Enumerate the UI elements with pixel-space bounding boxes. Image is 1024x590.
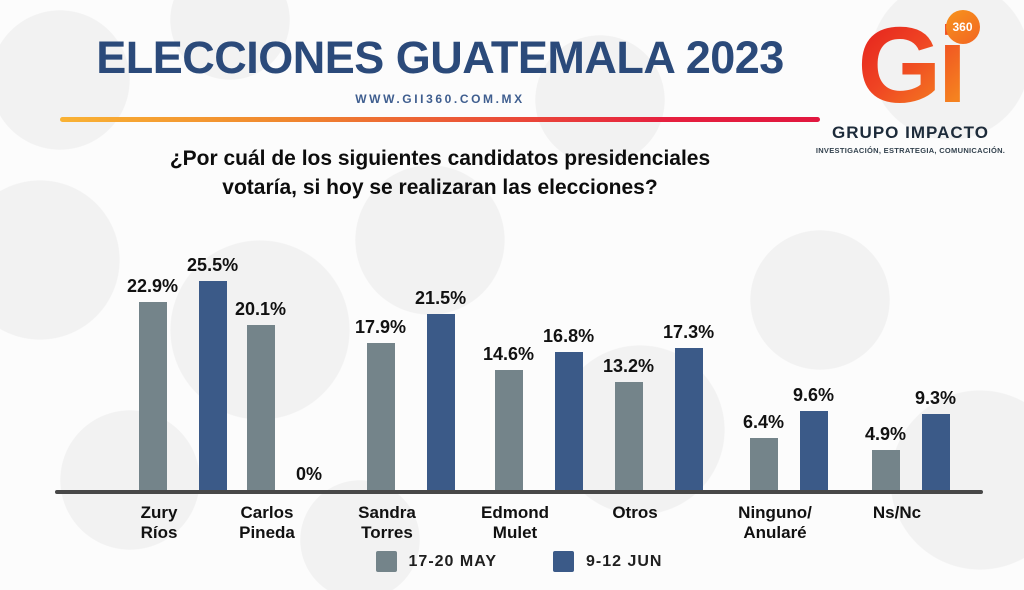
bar-value-label: 22.9% [127, 276, 179, 297]
bar-wrap: 20.1% [235, 299, 286, 490]
bar-wrap: 22.9% [127, 276, 178, 490]
bar-wrap: 6.4% [743, 412, 784, 490]
bar-jun [426, 313, 455, 490]
category-label-3: Sandra Torres [358, 503, 416, 542]
brand-logo: Gi 360 GRUPO IMPACTO INVESTIGACIÓN, ESTR… [813, 10, 1008, 155]
company-name: GRUPO IMPACTO [832, 122, 989, 142]
bar-wrap: 21.5% [415, 288, 466, 490]
logo-360-badge: 360 [945, 10, 980, 44]
category-label-1: Zury Ríos [140, 503, 178, 542]
bar-value-label: 21.5% [415, 287, 467, 308]
bar-plot: 22.9% 25.5% 20.1% 0% 17.9% 21.5% 14.6% 16.8% 13.… [55, 0, 983, 490]
bar-wrap: 17.9% [355, 317, 406, 490]
page-title: ELECCIONES GUATEMALA 2023 [96, 32, 784, 83]
legend-swatch-jun [552, 551, 574, 572]
bar-wrap: 17.3% [663, 322, 714, 490]
legend-label-may: 17-20 MAY [408, 552, 497, 570]
bar-wrap: 4.9% [865, 424, 906, 490]
bar-group-1: 22.9% 25.5% [127, 255, 238, 490]
bar-wrap: 0% [295, 464, 323, 490]
bar-value-label: 14.6% [483, 344, 535, 365]
header: ELECCIONES GUATEMALA 2023 WWW.GII360.COM… [60, 32, 820, 123]
category-label-5: Otros [612, 503, 658, 522]
bar-wrap: 14.6% [483, 344, 534, 490]
bar-jun [198, 280, 227, 490]
bar-value-label: 4.9% [865, 423, 907, 444]
legend-swatch-may [375, 551, 397, 572]
category-label-7: Ns/Nc [872, 503, 922, 522]
bar-group-2: 20.1% 0% [235, 299, 323, 490]
bar-value-label: 6.4% [743, 411, 785, 432]
legend-label-jun: 9-12 JUN [585, 552, 663, 570]
gi-logo-mark: Gi 360 [857, 10, 980, 119]
bar-value-label: 17.9% [355, 317, 407, 338]
legend-item-jun: 9-12 JUN [552, 551, 663, 572]
bar-jun [921, 413, 950, 490]
category-label-6: Ninguno/ Anularé [738, 503, 812, 542]
bar-may [494, 370, 523, 490]
chart-legend: 17-20 MAY 9-12 JUN [55, 551, 983, 572]
category-label-2: Carlos Pineda [239, 503, 295, 542]
bar-value-label: 17.3% [663, 322, 715, 343]
bar-group-3: 17.9% 21.5% [355, 288, 466, 490]
bar-wrap: 9.3% [915, 388, 956, 490]
survey-question: ¿Por cuál de los siguientes candidatos p… [169, 147, 711, 200]
legend-item-may: 17-20 MAY [375, 551, 497, 572]
bar-value-label: 0% [296, 464, 323, 484]
bar-wrap: 9.6% [793, 385, 834, 490]
bar-may [366, 343, 395, 490]
bar-jun [799, 411, 828, 490]
category-label-4: Edmond Mulet [481, 503, 549, 542]
bar-group-5: 13.2% 17.3% [603, 322, 714, 490]
bar-value-label: 25.5% [187, 254, 239, 275]
bar-value-label: 9.3% [915, 387, 957, 408]
bar-may [749, 437, 778, 490]
bar-wrap: 25.5% [187, 255, 238, 490]
bar-wrap: 13.2% [603, 356, 654, 490]
company-tagline: INVESTIGACIÓN, ESTRATEGIA, COMUNICACIÓN. [815, 145, 1006, 155]
bar-value-label: 9.6% [793, 385, 835, 406]
bar-value-label: 13.2% [603, 355, 655, 376]
bar-may [871, 449, 900, 490]
bar-value-label: 20.1% [235, 299, 287, 320]
bar-value-label: 16.8% [543, 326, 595, 347]
bar-group-7: 4.9% 9.3% [865, 388, 956, 490]
bar-wrap: 16.8% [543, 326, 594, 490]
website-url: WWW.GII360.COM.MX [355, 92, 525, 107]
bar-may [246, 325, 275, 490]
bar-group-4: 14.6% 16.8% [483, 326, 594, 490]
bar-may [614, 381, 643, 490]
bar-group-6: 6.4% 9.6% [743, 385, 834, 490]
x-axis-line [55, 490, 983, 494]
bar-may [138, 302, 167, 490]
gradient-divider [60, 117, 820, 123]
bar-jun [674, 348, 703, 490]
bar-jun [554, 352, 583, 490]
